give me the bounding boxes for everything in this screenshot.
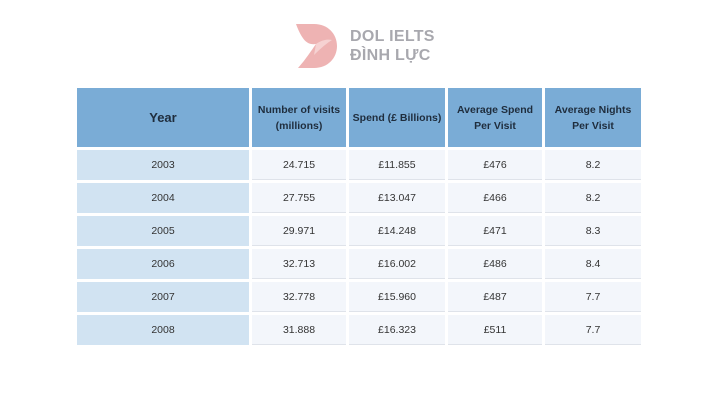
- cell-spend: £15.960: [349, 282, 445, 312]
- dol-logo-icon: [296, 24, 337, 68]
- cell-visits: 24.715: [252, 150, 346, 180]
- header-avg-nights: Average Nights Per Visit: [545, 88, 641, 147]
- cell-avg-nights: 8.2: [545, 183, 641, 213]
- cell-visits: 29.971: [252, 216, 346, 246]
- table-row: 2005 29.971 £14.248 £471 8.3: [77, 216, 641, 246]
- cell-avg-spend: £466: [448, 183, 542, 213]
- cell-year: 2004: [77, 183, 249, 213]
- cell-spend: £11.855: [349, 150, 445, 180]
- data-table: Year Number of visits (millions) Spend (…: [74, 85, 644, 348]
- cell-year: 2003: [77, 150, 249, 180]
- cell-avg-spend: £511: [448, 315, 542, 345]
- cell-year: 2008: [77, 315, 249, 345]
- cell-spend: £16.323: [349, 315, 445, 345]
- cell-visits: 32.713: [252, 249, 346, 279]
- header-avg-spend: Average Spend Per Visit: [448, 88, 542, 147]
- table-row: 2003 24.715 £11.855 £476 8.2: [77, 150, 641, 180]
- cell-avg-spend: £487: [448, 282, 542, 312]
- cell-avg-nights: 7.7: [545, 282, 641, 312]
- table-row: 2007 32.778 £15.960 £487 7.7: [77, 282, 641, 312]
- cell-visits: 32.778: [252, 282, 346, 312]
- cell-year: 2007: [77, 282, 249, 312]
- header-visits: Number of visits (millions): [252, 88, 346, 147]
- cell-avg-nights: 8.2: [545, 150, 641, 180]
- cell-spend: £13.047: [349, 183, 445, 213]
- logo-line1: DOL IELTS: [350, 28, 435, 45]
- cell-year: 2005: [77, 216, 249, 246]
- cell-visits: 31.888: [252, 315, 346, 345]
- logo: DOL IELTS ĐÌNH LỰC: [294, 22, 435, 70]
- cell-avg-spend: £486: [448, 249, 542, 279]
- cell-avg-nights: 7.7: [545, 315, 641, 345]
- header-spend: Spend (£ Billions): [349, 88, 445, 147]
- cell-visits: 27.755: [252, 183, 346, 213]
- cell-avg-spend: £476: [448, 150, 542, 180]
- header-row: Year Number of visits (millions) Spend (…: [77, 88, 641, 147]
- cell-spend: £14.248: [349, 216, 445, 246]
- cell-avg-spend: £471: [448, 216, 542, 246]
- cell-year: 2006: [77, 249, 249, 279]
- table-row: 2006 32.713 £16.002 £486 8.4: [77, 249, 641, 279]
- cell-spend: £16.002: [349, 249, 445, 279]
- table-row: 2008 31.888 £16.323 £511 7.7: [77, 315, 641, 345]
- cell-avg-nights: 8.3: [545, 216, 641, 246]
- logo-line2: ĐÌNH LỰC: [350, 47, 431, 64]
- cell-avg-nights: 8.4: [545, 249, 641, 279]
- table-row: 2004 27.755 £13.047 £466 8.2: [77, 183, 641, 213]
- header-year: Year: [77, 88, 249, 147]
